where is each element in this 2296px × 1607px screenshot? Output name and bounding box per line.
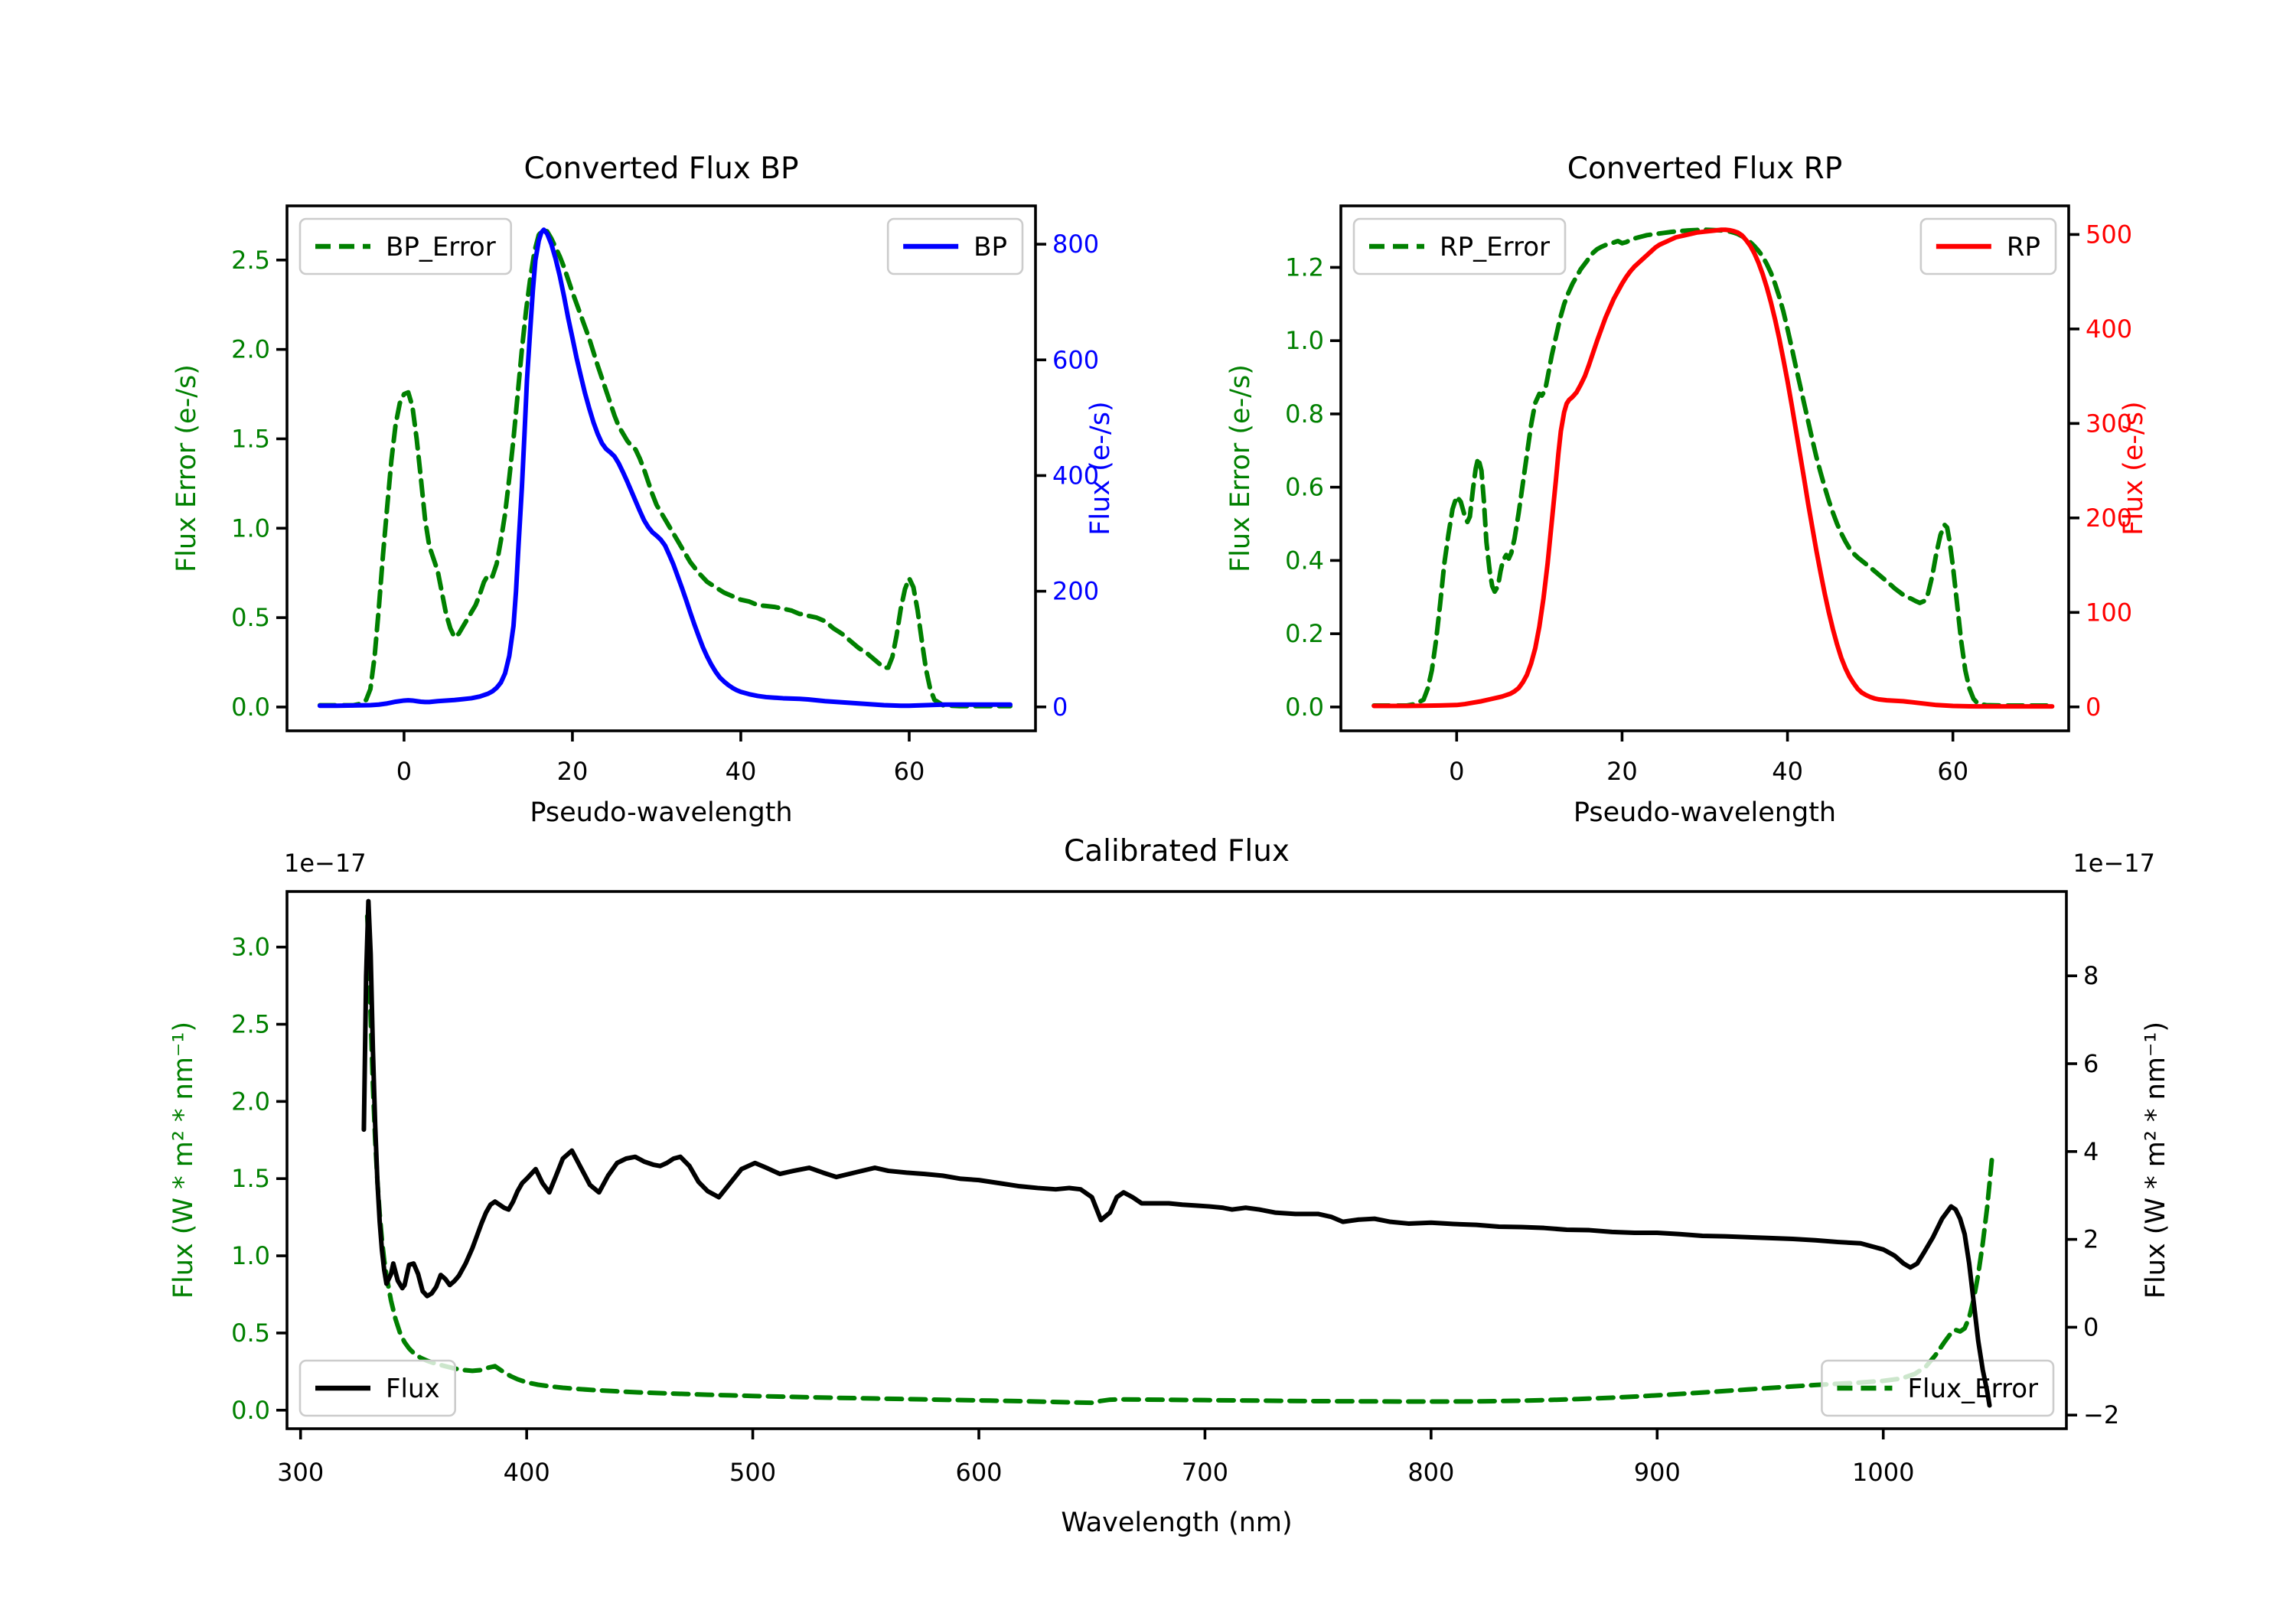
rp-y-right-tick-label: 100 bbox=[2086, 598, 2132, 627]
cal-legend-frame bbox=[1821, 1359, 2055, 1417]
cal-y-left-tick-label: 2.0 bbox=[231, 1087, 270, 1116]
cal-y-left-tick-label: 1.0 bbox=[231, 1241, 270, 1270]
bp-x-tick-label: 40 bbox=[726, 757, 757, 786]
bp-legend-bp_error: BP_Error bbox=[298, 217, 513, 275]
cal-x-axis-label: Wavelength (nm) bbox=[1061, 1508, 1292, 1538]
cal-x-tick-label: 800 bbox=[1407, 1458, 1454, 1487]
cal-x-tick-label: 700 bbox=[1182, 1458, 1228, 1487]
cal-y-right-tick-label: 2 bbox=[2083, 1225, 2099, 1254]
rp-legend-frame bbox=[1352, 217, 1567, 275]
bp-y-right-tick-label: 600 bbox=[1052, 345, 1099, 374]
rp-legend-label-rp: RP bbox=[2007, 232, 2040, 262]
cal-legend-flux_error: Flux_Error bbox=[1821, 1359, 2055, 1417]
rp-plot: RP_Error RP 0 20 40 60 0.0 0.2 0.4 0.6 0.8 1.0 1.2 0 1… bbox=[1225, 152, 2149, 828]
rp-y-right-axis-label: Flux (e-/s) bbox=[2118, 401, 2149, 535]
cal-legend-label-flux: Flux bbox=[386, 1374, 440, 1404]
cal-y-left-offset-text: 1e−17 bbox=[284, 849, 367, 878]
rp-y-right-tick-label: 500 bbox=[2086, 220, 2132, 249]
rp-y-left-tick-label: 0.0 bbox=[1285, 693, 1324, 722]
bp-y-left-tick-label: 2.0 bbox=[231, 335, 270, 364]
bp-y-right-tick-label: 400 bbox=[1052, 461, 1099, 490]
cal-y-left-tick-label: 1.5 bbox=[231, 1164, 270, 1193]
cal-y-right-tick-label: −2 bbox=[2083, 1400, 2119, 1429]
rp-legend-label-rp_error: RP_Error bbox=[1440, 232, 1550, 262]
rp-y-left-tick-label: 1.2 bbox=[1285, 253, 1324, 282]
cal-y-right-tick-label: 4 bbox=[2083, 1137, 2099, 1166]
bp-y-left-tick-label: 0.5 bbox=[231, 603, 270, 632]
cal-x-tick-label: 400 bbox=[504, 1458, 550, 1487]
cal-y-left-tick-label: 3.0 bbox=[231, 933, 270, 962]
bp-plot: BP_Error BP 0 20 40 60 0.0 0.5 1.0 1.5 2.0 2.5 0 200 4… bbox=[171, 152, 1116, 828]
cal-y-left-tick-label: 2.5 bbox=[231, 1009, 270, 1038]
rp-series-rp-line bbox=[1371, 227, 2055, 709]
cal-legend-label-flux_error: Flux_Error bbox=[1907, 1374, 2038, 1404]
bp-series-bp-line bbox=[317, 227, 1013, 709]
bp-y-left-tick-label: 2.5 bbox=[231, 246, 270, 275]
rp-x-tick-label: 20 bbox=[1606, 757, 1638, 786]
cal-y-right-offset-text: 1e−17 bbox=[2073, 849, 2155, 878]
rp-y-left-tick-label: 0.6 bbox=[1285, 473, 1324, 502]
rp-legend-rp_error: RP_Error bbox=[1352, 217, 1567, 275]
bp-y-left-axis-label: Flux Error (e-/s) bbox=[171, 364, 202, 572]
rp-title: Converted Flux RP bbox=[1567, 152, 1842, 186]
rp-y-right-tick-label: 0 bbox=[2086, 693, 2101, 722]
bp-x-tick-label: 20 bbox=[557, 757, 589, 786]
bp-y-right-axis-label: Flux (e-/s) bbox=[1085, 401, 1116, 535]
cal-y-right-tick-label: 0 bbox=[2083, 1312, 2099, 1341]
cal-title: Calibrated Flux bbox=[1064, 834, 1290, 869]
bp-axes-frame bbox=[285, 204, 1037, 732]
bp-y-right-tick-label: 800 bbox=[1052, 230, 1099, 259]
cal-plot: Flux_Error Flux 300 400 500 600 700 800 900 1000 0… bbox=[168, 834, 2171, 1538]
cal-y-left-axis-label: Flux (W * m² * nm⁻¹) bbox=[168, 1022, 199, 1299]
cal-x-tick-label: 900 bbox=[1634, 1458, 1681, 1487]
cal-x-tick-label: 600 bbox=[955, 1458, 1002, 1487]
rp-series-rp_error-line bbox=[1371, 227, 2055, 708]
bp-legend-bp: BP bbox=[886, 217, 1024, 275]
cal-y-left-tick-label: 0.0 bbox=[231, 1396, 270, 1425]
bp-y-left-tick-label: 0.0 bbox=[231, 693, 270, 722]
rp-axes-frame bbox=[1339, 204, 2070, 732]
rp-x-tick-label: 60 bbox=[1937, 757, 1968, 786]
rp-y-left-axis-label: Flux Error (e-/s) bbox=[1225, 364, 1256, 572]
bp-y-left-tick-label: 1.0 bbox=[231, 513, 270, 543]
rp-y-left-tick-label: 0.4 bbox=[1285, 546, 1324, 575]
cal-y-right-tick-label: 8 bbox=[2083, 961, 2099, 990]
cal-y-right-tick-label: 6 bbox=[2083, 1049, 2099, 1078]
rp-y-left-tick-label: 0.2 bbox=[1285, 619, 1324, 648]
bp-y-right-tick-label: 200 bbox=[1052, 577, 1099, 606]
bp-series-bp_error-line bbox=[317, 227, 1013, 709]
rp-y-left-tick-label: 1.0 bbox=[1285, 326, 1324, 355]
cal-legend-flux: Flux bbox=[298, 1359, 456, 1417]
rp-y-right-tick-label: 400 bbox=[2086, 315, 2132, 344]
bp-y-left-tick-label: 1.5 bbox=[231, 424, 270, 453]
rp-legend-rp: RP bbox=[1919, 217, 2057, 275]
bp-x-tick-label: 60 bbox=[894, 757, 925, 786]
bp-title: Converted Flux BP bbox=[523, 152, 798, 186]
bp-y-right-tick-label: 0 bbox=[1052, 693, 1068, 722]
bp-legend-label-bp: BP bbox=[974, 232, 1007, 262]
bp-legend-label-bp_error: BP_Error bbox=[386, 232, 496, 262]
cal-y-right-axis-label: Flux (W * m² * nm⁻¹) bbox=[2141, 1022, 2171, 1299]
rp-x-tick-label: 40 bbox=[1772, 757, 1803, 786]
bp-legend-frame bbox=[298, 217, 513, 275]
cal-x-tick-label: 500 bbox=[729, 1458, 776, 1487]
cal-y-left-tick-label: 0.5 bbox=[231, 1319, 270, 1348]
cal-x-tick-label: 300 bbox=[277, 1458, 324, 1487]
cal-axes-frame bbox=[285, 890, 2068, 1430]
cal-series-flux-line bbox=[361, 898, 1992, 1408]
bp-x-tick-label: 0 bbox=[396, 757, 412, 786]
rp-x-axis-label: Pseudo-wavelength bbox=[1574, 797, 1836, 828]
rp-x-tick-label: 0 bbox=[1449, 757, 1464, 786]
rp-y-right-tick-label: 200 bbox=[2086, 504, 2132, 533]
cal-legend-frame bbox=[298, 1359, 456, 1417]
rp-y-right-tick-label: 300 bbox=[2086, 409, 2132, 438]
rp-y-left-tick-label: 0.8 bbox=[1285, 399, 1324, 429]
cal-x-tick-label: 1000 bbox=[1852, 1458, 1914, 1487]
bp-x-axis-label: Pseudo-wavelength bbox=[530, 797, 792, 828]
